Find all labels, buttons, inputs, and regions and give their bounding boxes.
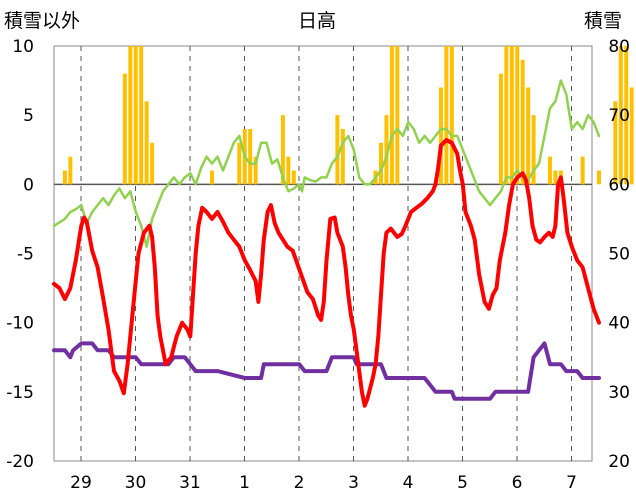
wind-line bbox=[52, 79, 601, 248]
series-lines bbox=[52, 79, 601, 408]
y-right-tick-label: 80 bbox=[608, 37, 630, 57]
precip-bar bbox=[286, 156, 291, 185]
temperature-line bbox=[52, 138, 601, 408]
precip-bar bbox=[580, 156, 585, 185]
precip-bar bbox=[133, 46, 138, 185]
plot-frame bbox=[53, 45, 593, 462]
precip-bar bbox=[597, 170, 601, 185]
precip-bar bbox=[144, 101, 149, 185]
precip-bar bbox=[618, 46, 623, 185]
y-right-tick-label: 70 bbox=[608, 106, 630, 126]
precip-bar bbox=[504, 46, 509, 185]
y-right-tick-label: 20 bbox=[608, 452, 630, 472]
precip-bar bbox=[515, 46, 520, 185]
y-left-tick-label: 0 bbox=[23, 175, 34, 195]
precip-bar bbox=[122, 73, 127, 185]
precip-bar bbox=[210, 170, 215, 185]
x-tick-label: 2 bbox=[294, 473, 305, 493]
x-tick-label: 1 bbox=[239, 473, 250, 493]
precip-bar bbox=[237, 142, 242, 185]
left-axis-label: 積雪以外 bbox=[4, 10, 81, 32]
x-tick-label: 3 bbox=[348, 473, 359, 493]
precip-bar bbox=[547, 156, 552, 185]
y-left-tick-label: -20 bbox=[6, 452, 34, 472]
y-left-tick-label: -10 bbox=[6, 314, 34, 334]
precip-bar bbox=[438, 87, 443, 185]
x-tick-label: 4 bbox=[403, 473, 414, 493]
precip-bar bbox=[498, 73, 503, 185]
y-left-tick-label: -15 bbox=[6, 383, 34, 403]
precip-bar bbox=[139, 46, 144, 185]
precip-bar bbox=[68, 156, 73, 185]
y-right-tick-label: 40 bbox=[608, 314, 630, 334]
precip-bar bbox=[624, 46, 629, 185]
y-right-tick-label: 30 bbox=[608, 383, 630, 403]
y-left-tick-label: 10 bbox=[12, 37, 34, 57]
right-axis-label: 積雪 bbox=[584, 10, 623, 32]
precipitation-bars bbox=[62, 46, 634, 185]
x-tick-label: 5 bbox=[457, 473, 468, 493]
precip-bar bbox=[379, 142, 383, 185]
precip-bar bbox=[526, 87, 531, 185]
x-tick-label: 29 bbox=[70, 473, 92, 493]
precip-bar bbox=[509, 46, 514, 185]
precip-bar bbox=[553, 170, 558, 185]
precip-bar bbox=[128, 46, 133, 185]
precip-bar bbox=[150, 142, 155, 185]
precip-bar bbox=[280, 115, 285, 185]
precip-bar bbox=[629, 87, 634, 185]
x-tick-label: 31 bbox=[179, 473, 201, 493]
precip-bar bbox=[335, 115, 340, 185]
y-left-tick-label: -5 bbox=[17, 245, 34, 265]
precip-bar bbox=[253, 156, 258, 185]
precip-bar bbox=[395, 46, 400, 185]
precip-bar bbox=[384, 115, 389, 185]
x-tick-label: 6 bbox=[512, 473, 523, 493]
precip-bar bbox=[449, 46, 454, 185]
precip-bar bbox=[389, 46, 394, 185]
precip-bar bbox=[531, 115, 536, 185]
x-tick-label: 7 bbox=[566, 473, 577, 493]
x-tick-label: 30 bbox=[125, 473, 147, 493]
chart-title: 日高 bbox=[298, 10, 337, 32]
y-right-tick-label: 50 bbox=[608, 245, 630, 265]
precip-bar bbox=[340, 129, 345, 185]
precip-bar bbox=[62, 170, 67, 185]
precip-bar bbox=[291, 170, 296, 185]
precip-bar bbox=[248, 129, 253, 185]
precip-bar bbox=[444, 46, 449, 185]
precip-bar bbox=[520, 59, 525, 185]
y-left-tick-label: 5 bbox=[23, 106, 34, 126]
y-right-tick-label: 60 bbox=[608, 175, 630, 195]
precip-bar bbox=[613, 101, 618, 185]
